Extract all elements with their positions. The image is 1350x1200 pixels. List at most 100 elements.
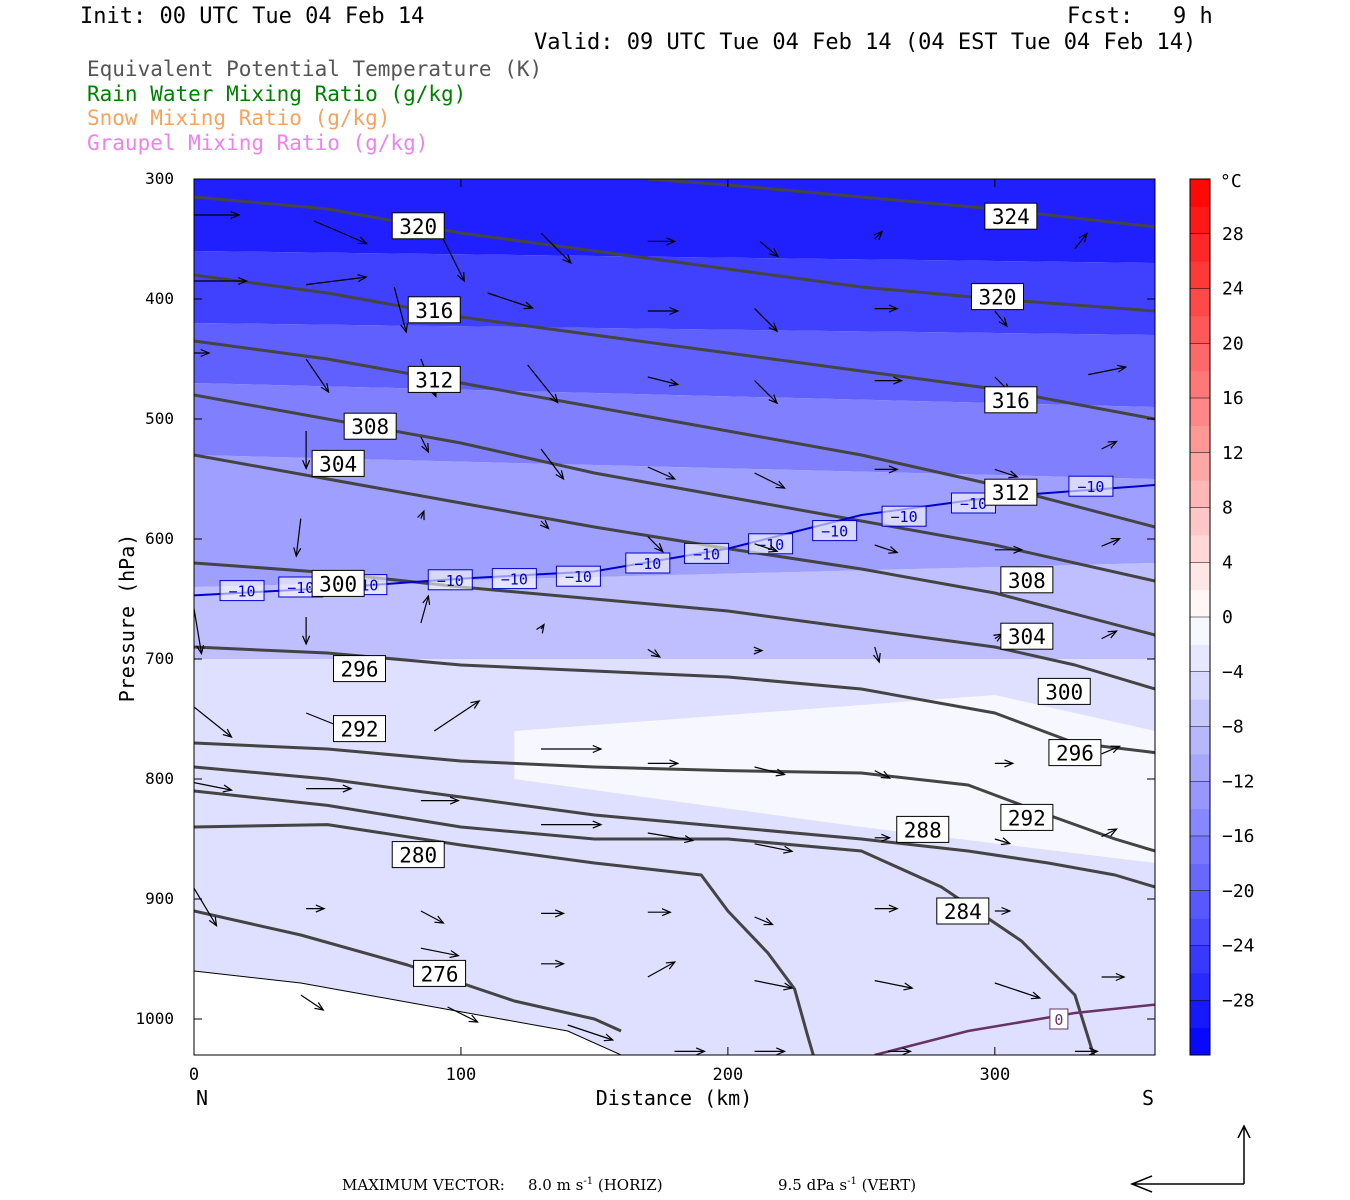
wind-vector xyxy=(194,706,233,738)
wind-vector xyxy=(994,837,1012,846)
wind-vector xyxy=(527,364,559,404)
temperature-band-3 xyxy=(194,383,1155,479)
theta-e-label-312: 312 xyxy=(407,365,461,393)
svg-text:−10: −10 xyxy=(757,536,784,554)
svg-text:−10: −10 xyxy=(693,545,720,563)
wind-vector xyxy=(1101,538,1122,547)
colorbar-tick-label: −24 xyxy=(1222,936,1255,957)
temperature-band-0 xyxy=(194,179,1155,263)
svg-text:−10: −10 xyxy=(1077,478,1104,496)
wind-vector xyxy=(306,274,368,286)
wind-vector xyxy=(647,237,677,246)
wind-vector xyxy=(874,376,904,385)
wind-vector xyxy=(420,910,445,924)
svg-text:−10: −10 xyxy=(634,555,661,573)
svg-text:324: 324 xyxy=(992,205,1030,229)
y-axis-label: Pressure (hPa) xyxy=(115,534,139,703)
colorbar-tick-label: 16 xyxy=(1222,388,1244,409)
theta-e-contour-304 xyxy=(194,453,1155,637)
svg-text:316: 316 xyxy=(992,389,1030,413)
wind-vector xyxy=(194,348,211,358)
svg-text:316: 316 xyxy=(415,299,453,323)
colorbar-swatch xyxy=(1190,945,1210,974)
colorbar-swatch xyxy=(1190,562,1210,591)
init-time: Init: 00 UTC Tue 04 Feb 14 xyxy=(80,4,425,29)
wind-vector xyxy=(873,646,881,664)
colorbar-swatch xyxy=(1190,589,1210,618)
colorbar-tick-label: 4 xyxy=(1222,552,1233,573)
colorbar-swatch xyxy=(1190,315,1210,344)
wind-vector xyxy=(306,904,326,913)
theta-e-label-320: 320 xyxy=(971,283,1025,311)
wind-vector xyxy=(754,980,794,991)
wind-vector xyxy=(647,759,680,768)
colorbar-swatch xyxy=(1190,452,1210,481)
max-vector-label: MAXIMUM VECTOR: xyxy=(342,1176,505,1194)
svg-text:292: 292 xyxy=(1008,806,1046,830)
wind-vector xyxy=(1101,972,1126,982)
svg-text:−10: −10 xyxy=(437,572,464,590)
isotherm-label-minus10: −10 xyxy=(812,520,858,542)
wind-vector xyxy=(541,744,603,754)
colorbar-swatch xyxy=(1190,918,1210,946)
isotherm-label-zero: 0 xyxy=(1049,1008,1069,1030)
wind-vector xyxy=(1074,232,1088,249)
wind-vector xyxy=(759,240,780,258)
svg-text:−10: −10 xyxy=(229,583,256,601)
colorbar-swatch xyxy=(1190,1027,1210,1056)
colorbar: 28 24 20 16 12 8 4 0 −4 −8 −12 −16 −20 −24 −28 °C xyxy=(1189,171,1255,1056)
wind-vector xyxy=(647,648,662,658)
colorbar-tick-label: 8 xyxy=(1222,498,1233,519)
colorbar-swatch xyxy=(1190,179,1210,207)
svg-text:320: 320 xyxy=(399,215,437,239)
y-tick-label: 900 xyxy=(145,889,174,908)
colorbar-unit: °C xyxy=(1220,171,1242,192)
colorbar-swatch xyxy=(1190,288,1210,317)
svg-text:308: 308 xyxy=(351,415,389,439)
colorbar-swatch xyxy=(1190,726,1210,755)
isotherm-label-minus10: −10 xyxy=(748,533,794,555)
plot-area: −10 −10 −10 −10 −10 −10−10−10−10−10−10−10−100… xyxy=(194,179,1155,1055)
x-tick-label: 0 xyxy=(189,1065,199,1085)
svg-text:312: 312 xyxy=(992,481,1030,505)
x-end-label-north: N xyxy=(196,1086,208,1110)
theta-e-label-284: 284 xyxy=(936,897,990,925)
colorbar-tick-label: 24 xyxy=(1222,279,1244,300)
wind-vector xyxy=(433,700,481,732)
plot-frame xyxy=(193,178,1156,1056)
colorbar-swatch xyxy=(1190,425,1210,454)
wind-vector xyxy=(194,608,205,656)
wind-vector xyxy=(874,980,914,991)
colorbar-tick-label: 12 xyxy=(1222,443,1244,464)
y-tick-label: 600 xyxy=(145,529,174,548)
wind-vector xyxy=(541,820,603,829)
theta-e-label-300: 300 xyxy=(311,569,365,597)
isotherm-label-minus10: −10 xyxy=(491,568,537,590)
theta-e-label-288: 288 xyxy=(896,815,950,843)
wind-vector xyxy=(874,904,899,913)
svg-text:280: 280 xyxy=(399,844,437,868)
colorbar-swatch xyxy=(1190,890,1210,919)
svg-text:288: 288 xyxy=(904,818,942,842)
theta-e-label-308: 308 xyxy=(1000,566,1054,594)
wind-vector xyxy=(754,916,775,926)
vert-value: 9.5 dPa s xyxy=(778,1176,848,1194)
wind-vector xyxy=(754,543,779,553)
wind-vector xyxy=(420,947,460,959)
temperature-band-7 xyxy=(514,695,1155,863)
wind-vector xyxy=(1101,745,1122,755)
theta-e-contour-280 xyxy=(194,823,815,1055)
svg-text:−10: −10 xyxy=(960,495,987,513)
y-tick-label: 800 xyxy=(145,769,174,788)
colorbar-swatch xyxy=(1190,836,1210,864)
theta-e-label-316: 316 xyxy=(407,296,461,324)
wind-vector xyxy=(194,276,249,286)
wind-vector xyxy=(888,1047,913,1055)
wind-vector xyxy=(754,472,786,489)
isotherm-label-minus10: −10 xyxy=(684,542,730,564)
theta-e-label-308: 308 xyxy=(343,412,397,440)
wind-vector xyxy=(305,358,330,394)
wind-vector xyxy=(647,306,680,316)
wind-vector xyxy=(647,466,677,480)
